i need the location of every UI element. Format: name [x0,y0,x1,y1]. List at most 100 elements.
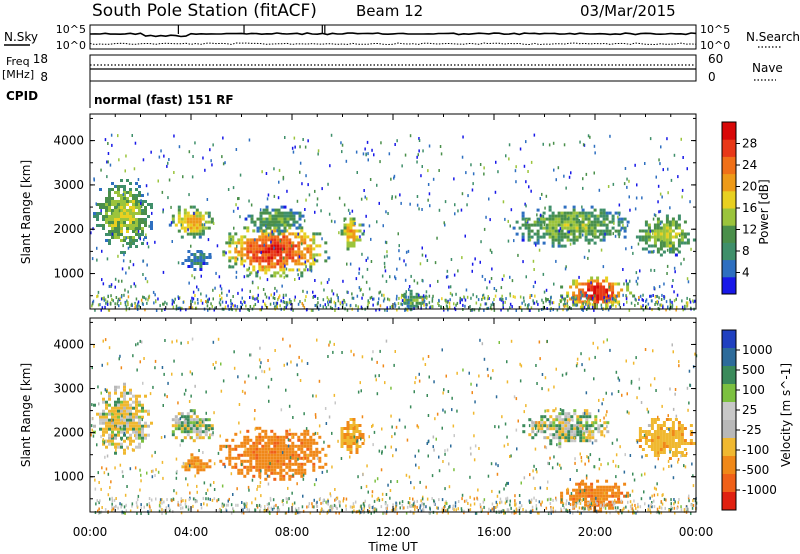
power-heatmap [90,133,696,312]
velocity-speckle [592,429,594,433]
velocity-speckle [614,506,617,510]
velocity-cell [240,444,244,448]
power-cell [324,259,328,263]
velocity-cell [355,451,359,454]
velocity-cell [349,436,353,439]
power-speckle [586,294,588,298]
velocity-speckle [476,383,478,387]
power-cell [96,212,99,215]
velocity-cell [138,403,141,407]
power-cell [602,294,606,298]
power-speckle [649,306,651,310]
velocity-speckle [296,482,298,486]
power-cell [184,259,188,262]
power-speckle [589,135,591,139]
power-cell [596,276,600,280]
velocity-speckle [590,502,592,506]
power-cell [132,203,135,206]
power-cell [602,214,606,218]
velocity-speckle [102,438,104,442]
velocity-cell [276,438,280,442]
power-speckle [383,293,385,297]
velocity-cell [288,438,292,442]
power-cell [527,229,531,233]
velocity-cell [126,421,129,425]
power-speckle [624,167,627,170]
velocity-cell [591,436,595,440]
velocity-cell [219,459,223,463]
power-cell [199,253,203,256]
velocity-speckle [518,511,521,515]
velocity-cell [671,445,675,448]
power-speckle [600,303,603,307]
power-speckle [228,289,230,293]
velocity-speckle [583,489,586,493]
velocity-cell [671,433,675,436]
velocity-speckle [120,437,123,441]
power-cell [623,226,627,230]
power-cell [192,220,196,224]
power-cell [231,235,235,239]
power-cell [536,220,540,224]
power-speckle [191,306,194,310]
power-cell [581,220,585,224]
power-cell [665,223,669,227]
power-speckle [628,179,630,183]
velocity-cell [111,436,114,440]
power-speckle [239,215,241,219]
power-cell [177,217,181,221]
power-speckle [146,301,148,305]
power-speckle [686,277,689,281]
velocity-speckle [173,359,175,363]
velocity-cell [105,400,108,404]
power-cell [578,297,582,301]
power-cell [144,206,147,209]
velocity-cell [288,444,292,448]
velocity-speckle [212,340,215,344]
power-cell [572,214,576,218]
velocity-cell [184,462,188,466]
power-speckle [241,296,243,300]
power-speckle [454,203,456,207]
power-speckle [144,308,146,312]
power-cell [572,208,576,212]
velocity-cell [555,430,559,434]
power-speckle [401,303,404,307]
power-cell [572,205,576,209]
power-cell [527,217,531,221]
velocity-cell [114,442,117,446]
power-cell [560,214,564,218]
velocity-speckle [478,447,480,450]
velocity-cell [585,415,589,419]
power-speckle [106,257,109,261]
velocity-cell [561,430,565,434]
power-cell [533,232,537,236]
power-cell [108,203,111,206]
velocity-speckle [656,493,659,497]
velocity-cell [273,477,277,481]
power-speckle [320,209,322,213]
power-cell [352,241,356,245]
velocity-speckle [535,498,537,502]
power-speckle [500,297,502,301]
velocity-speckle [606,410,608,414]
velocity-cell [288,468,292,472]
velocity-speckle [534,447,537,451]
power-speckle [447,308,449,312]
power-cell [551,217,555,221]
velocity-cell [132,400,135,404]
power-speckle [305,198,307,202]
power-speckle [566,299,569,303]
velocity-cell [567,433,571,437]
power-speckle [278,294,281,298]
velocity-cell [653,421,657,424]
velocity-cell [171,430,175,434]
power-cell [554,217,558,221]
velocity-cell [588,439,592,443]
velocity-speckle [374,479,376,483]
power-speckle [134,303,137,307]
power-speckle [282,175,285,179]
velocity-speckle [189,370,192,374]
power-cell [303,241,307,245]
velocity-cell [219,447,223,451]
